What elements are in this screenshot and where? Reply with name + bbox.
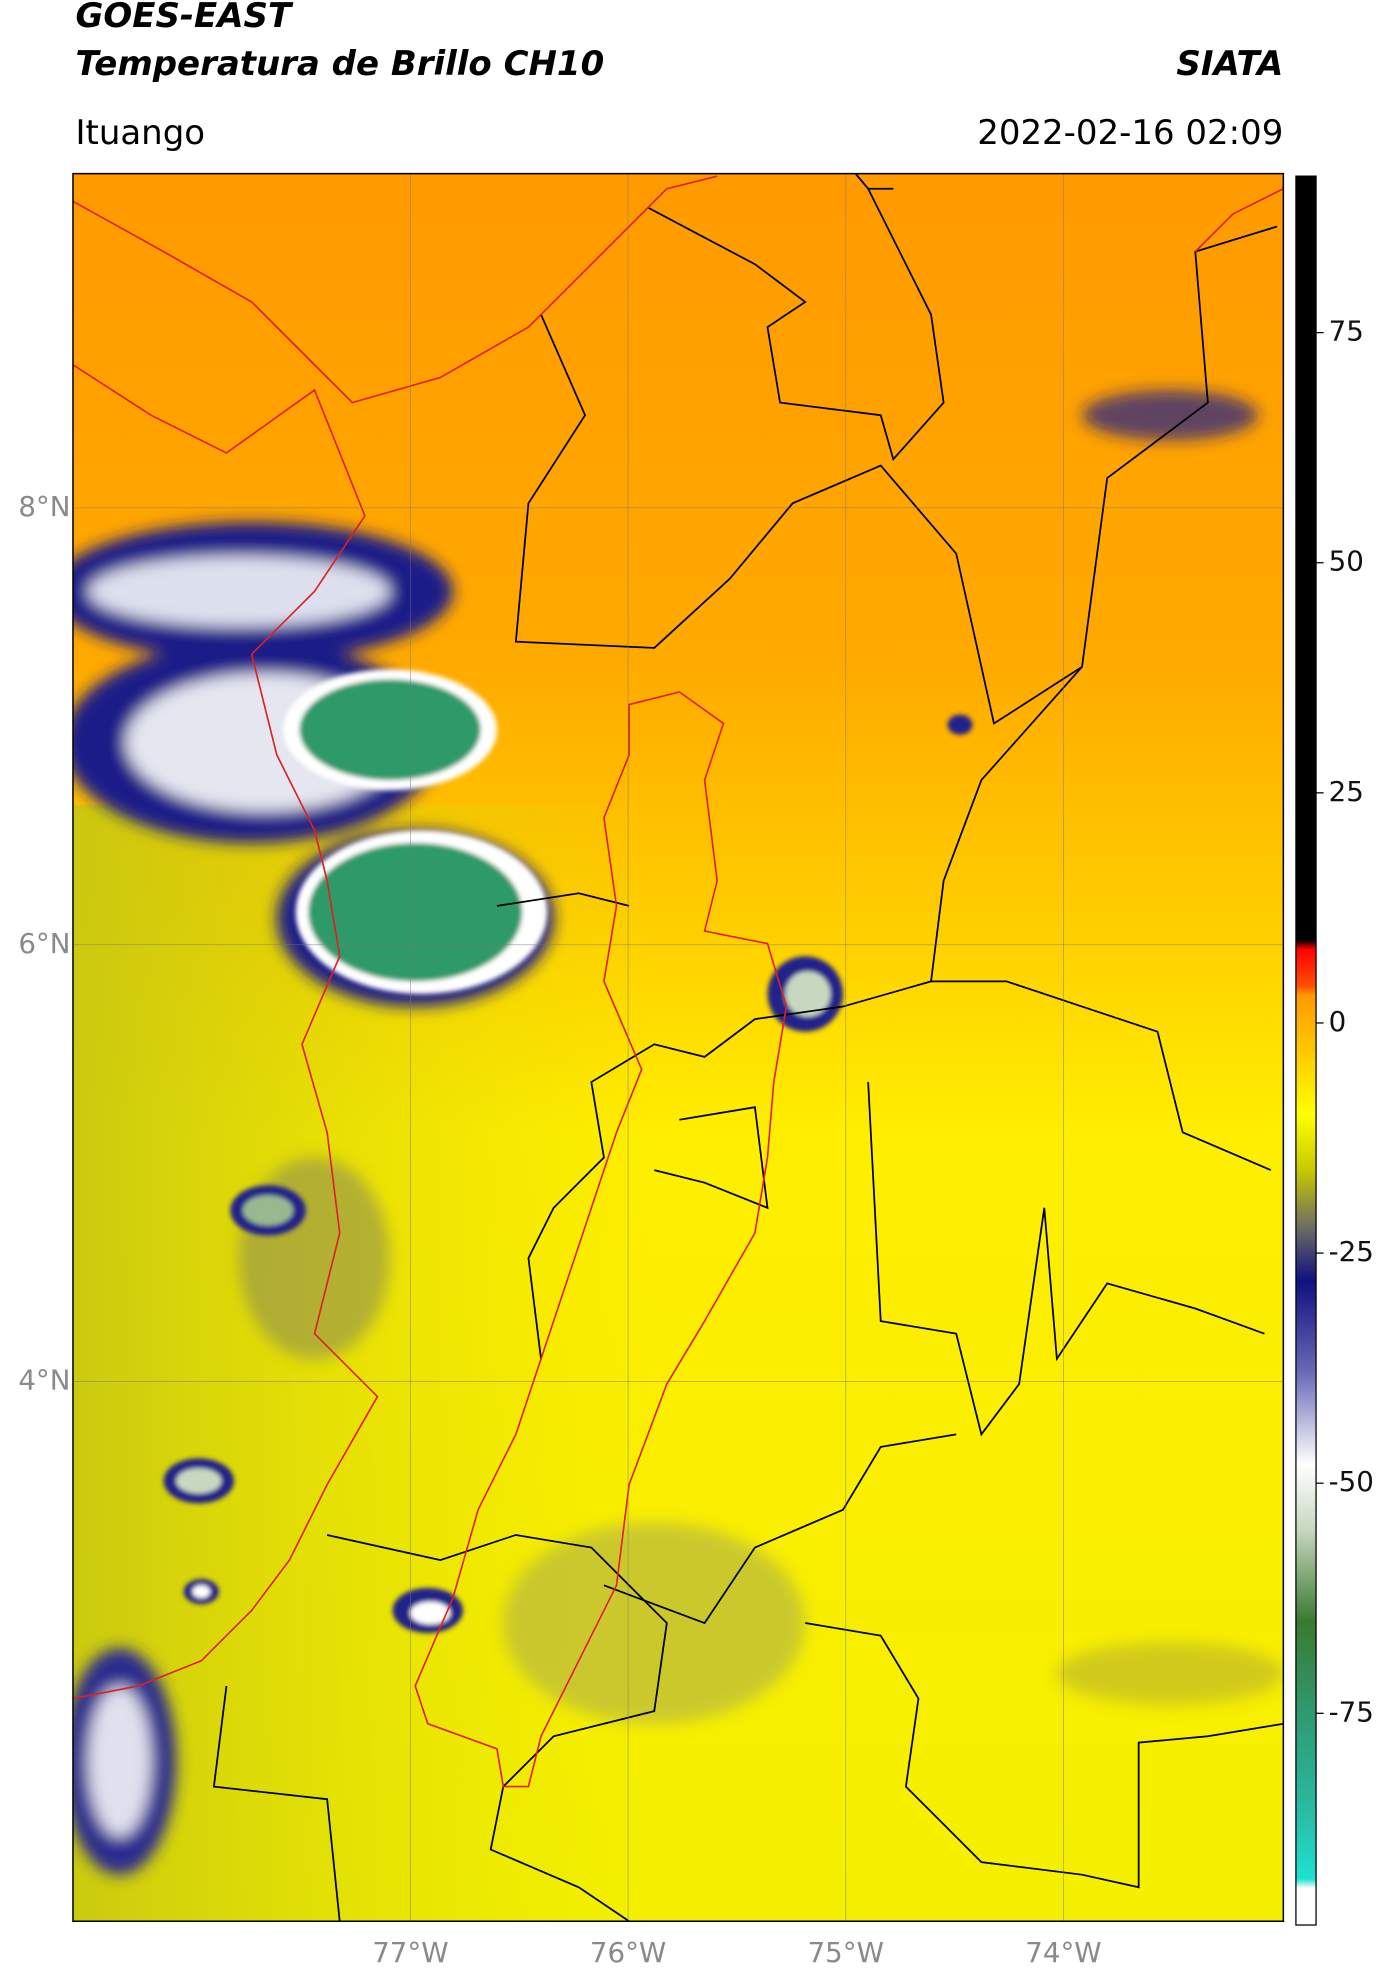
country-borders [72, 175, 1284, 1788]
lon-tick-label: 77°W [372, 1936, 448, 1969]
lon-tick-label: 76°W [590, 1936, 666, 1969]
colorbar-tick-label: -25 [1329, 1235, 1374, 1268]
colorbar [1295, 175, 1317, 1926]
axis-labels: 77°W 76°W 75°W 74°W 8°N 6°N 4°N [18, 490, 1101, 1969]
lat-tick-label: 6°N [18, 927, 70, 960]
datetime: 2022-02-16 02:09 [977, 113, 1283, 153]
colorbar-tick-label: 75 [1329, 315, 1364, 348]
colorbar-ticks: 75 50 25 0 -25 -50 -75 [1316, 315, 1374, 1728]
lat-tick-label: 4°N [18, 1364, 70, 1397]
colorbar-tick-label: 0 [1329, 1005, 1347, 1038]
admin-borders [212, 173, 1284, 1922]
location: Ituango [75, 113, 205, 153]
lat-tick-label: 8°N [18, 490, 70, 523]
source: SIATA [1176, 44, 1283, 84]
graticule [72, 173, 1284, 1922]
lon-tick-label: 75°W [808, 1936, 884, 1969]
map-area [72, 173, 1284, 1922]
lon-tick-label: 74°W [1025, 1936, 1101, 1969]
colorbar-tick-label: 25 [1329, 775, 1364, 808]
colorbar-tick-label: 50 [1329, 545, 1364, 578]
title: GOES-EAST [75, 0, 293, 36]
cold-tops [163, 669, 973, 1634]
subtitle: Temperatura de Brillo CH10 [75, 44, 604, 84]
colorbar-tick-label: -75 [1329, 1695, 1374, 1728]
map-frame [72, 172, 1285, 1922]
colorbar-tick-label: -50 [1329, 1465, 1374, 1498]
